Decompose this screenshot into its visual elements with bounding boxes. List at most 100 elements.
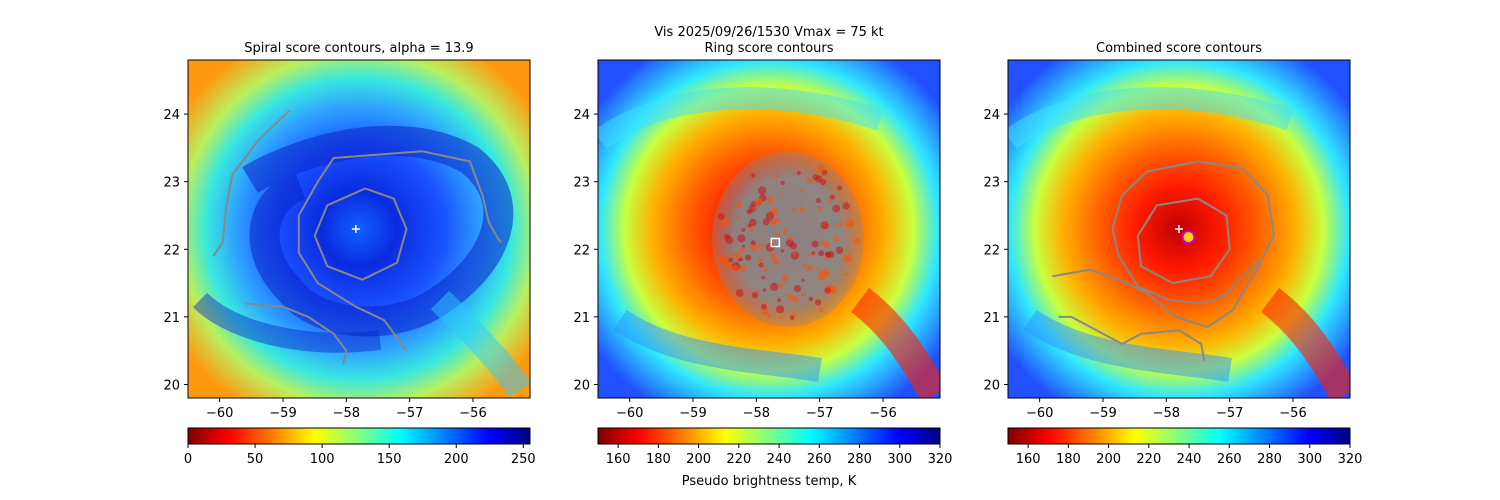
ring-speckle xyxy=(780,192,784,196)
ring-speckle xyxy=(749,226,755,232)
heatmap-band xyxy=(1023,309,1232,382)
panel-ring: Ring score contours −60 −59 −58 −57 −56 20 21 2… xyxy=(573,41,952,489)
axis-ticks: −60 −59 −58 −57 −56 20 21 22 23 24 xyxy=(163,108,486,421)
ring-speckle xyxy=(775,232,781,238)
ring-speckle xyxy=(788,235,794,241)
ring-speckle xyxy=(814,299,822,306)
heatmap-area xyxy=(188,60,530,398)
marker-layer xyxy=(770,237,781,248)
ring-speckle xyxy=(802,263,808,269)
ring-speckle xyxy=(811,240,819,248)
ring-speckle xyxy=(751,292,759,299)
heatmap-area xyxy=(1008,60,1350,398)
ring-speckle xyxy=(789,242,797,250)
ring-speckle xyxy=(736,202,743,209)
ring-speckle xyxy=(815,197,821,204)
ring-speckle xyxy=(811,251,816,255)
ring-speckle xyxy=(758,257,764,264)
colorbar-tick-label: 240 xyxy=(767,452,792,467)
ring-speckle xyxy=(741,228,746,232)
ring-speckle xyxy=(758,262,764,268)
colorbar xyxy=(597,427,941,445)
colorbar-tick-label: 160 xyxy=(606,452,631,467)
ring-speckle xyxy=(780,180,785,185)
ring-speckle xyxy=(832,204,841,213)
center-cross-marker xyxy=(1175,225,1183,233)
ring-speckle xyxy=(785,293,789,297)
colorbar-tick-label: 260 xyxy=(1217,452,1242,467)
ring-speckle xyxy=(758,243,764,250)
ring-speckle xyxy=(836,246,844,254)
panel-title: Spiral score contours, alpha = 13.9 xyxy=(244,41,473,56)
x-tick-label: −57 xyxy=(396,406,423,421)
center-cross-marker xyxy=(351,225,360,233)
colorbar-tick-label: 50 xyxy=(247,452,264,467)
ring-score-area xyxy=(712,151,864,328)
ring-speckle xyxy=(844,272,848,277)
ring-speckle xyxy=(789,315,795,320)
ring-speckle xyxy=(824,251,830,257)
x-tick-label: −59 xyxy=(1089,406,1116,421)
ring-speckle xyxy=(737,234,746,243)
combined-center-marker xyxy=(1181,230,1196,245)
ring-speckle xyxy=(799,206,805,212)
ring-speckle xyxy=(723,259,729,266)
y-tick-label: 20 xyxy=(163,378,180,393)
colorbar-tick-label: 200 xyxy=(1096,452,1121,467)
ring-speckle xyxy=(801,292,807,298)
ring-speckle xyxy=(754,197,763,206)
x-tick-label: −56 xyxy=(869,406,896,421)
axes-frame xyxy=(1007,59,1351,399)
colorbar-tick-label: 320 xyxy=(1338,452,1363,467)
colorbar-tick-label: 280 xyxy=(847,452,872,467)
ring-speckle xyxy=(782,231,787,235)
heatmap-band xyxy=(598,87,884,149)
ring-speckle xyxy=(817,206,822,211)
ring-speckle xyxy=(745,254,752,261)
ring-speckle xyxy=(793,285,802,293)
axis-ticks: −60 −59 −58 −57 −56 20 21 22 23 24 xyxy=(983,108,1306,421)
ring-speckle xyxy=(737,258,742,262)
heatmap-band xyxy=(1008,87,1294,149)
x-tick-label: −56 xyxy=(459,406,486,421)
y-tick-label: 22 xyxy=(573,243,590,258)
ring-score-region xyxy=(712,151,864,328)
ring-speckle xyxy=(818,250,825,257)
ring-speckle xyxy=(816,267,821,272)
contour-layer xyxy=(212,109,503,365)
x-tick-label: −60 xyxy=(616,406,643,421)
contour-line xyxy=(1111,160,1275,305)
axes-frame xyxy=(187,59,531,399)
contour-line xyxy=(297,153,408,352)
contour-line xyxy=(1136,197,1231,285)
ring-speckle xyxy=(800,188,805,192)
ring-speckle xyxy=(850,221,855,227)
colorbar-ticks: 160 180 200 220 240 260 280 300 320 xyxy=(1016,444,1363,467)
y-tick-label: 21 xyxy=(163,311,180,326)
colorbar xyxy=(1007,427,1351,445)
ring-speckle xyxy=(821,268,830,276)
heatmap-band xyxy=(850,288,940,398)
colorbar-tick-label: 180 xyxy=(646,452,671,467)
ring-speckle xyxy=(817,164,825,173)
heatmap-band xyxy=(242,125,514,337)
ring-speckle xyxy=(779,316,783,320)
colorbar-tick-label: 300 xyxy=(887,452,912,467)
ring-speckle xyxy=(733,251,743,260)
ring-speckle xyxy=(728,257,734,263)
ring-speckle xyxy=(781,274,789,282)
y-tick-label: 24 xyxy=(983,108,1000,123)
colorbar-tick-label: 250 xyxy=(511,452,536,467)
ring-speckle xyxy=(746,209,750,214)
colorbar-tick-label: 180 xyxy=(1056,452,1081,467)
ring-speckle xyxy=(719,223,723,228)
ring-speckle xyxy=(765,212,775,221)
ring-speckle xyxy=(796,170,802,176)
ring-speckle xyxy=(838,221,844,227)
ring-speckle xyxy=(757,186,767,195)
ring-speckle xyxy=(801,278,805,282)
x-tick-label: −56 xyxy=(1279,406,1306,421)
contour-line xyxy=(1058,315,1206,361)
colorbar-label: Pseudo brightness temp, K xyxy=(682,474,857,489)
x-tick-label: −60 xyxy=(206,406,233,421)
